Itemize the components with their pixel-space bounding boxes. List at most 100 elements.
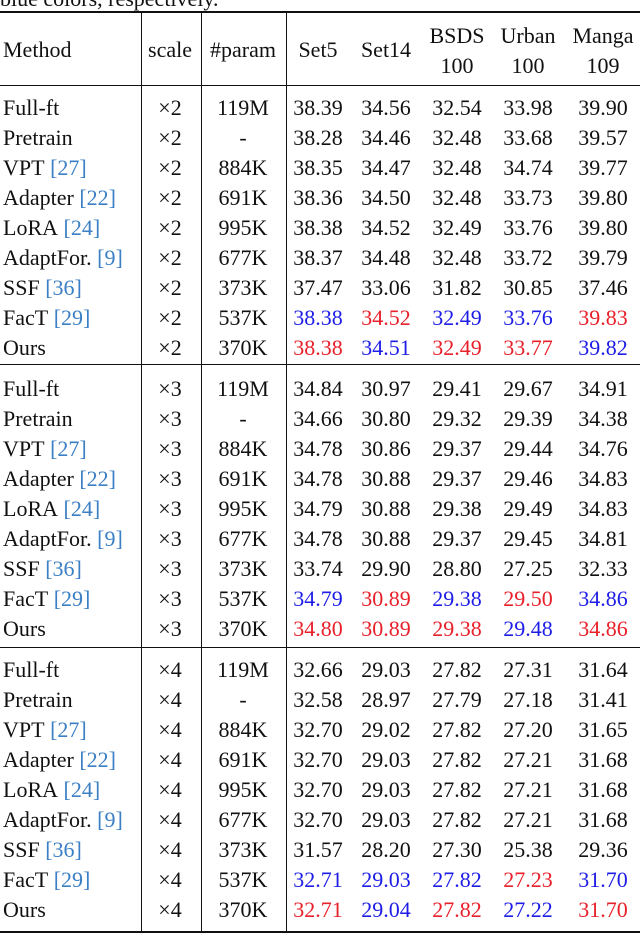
param-cell: 119M — [217, 95, 269, 120]
column-divider — [141, 13, 142, 931]
value-cell: 29.32 — [432, 406, 482, 431]
value-cell: 30.88 — [361, 466, 411, 491]
value-cell: 32.49 — [432, 305, 482, 330]
citation: [24] — [63, 777, 101, 802]
value-cell: 33.73 — [503, 185, 553, 210]
value-cell: 32.70 — [293, 807, 343, 832]
method-name: Full-ft — [3, 657, 60, 682]
header-cell: #param — [210, 37, 276, 62]
scale-cell: ×3 — [158, 406, 182, 431]
value-cell: 34.86 — [578, 586, 628, 611]
value-cell: 39.82 — [578, 335, 628, 360]
value-cell: 34.83 — [578, 496, 628, 521]
value-cell: 29.41 — [432, 376, 482, 401]
value-cell: 39.90 — [578, 95, 628, 120]
param-cell: 373K — [218, 556, 268, 581]
method-name: LoRA — [3, 215, 58, 240]
param-cell: 537K — [218, 867, 268, 892]
value-cell: 32.48 — [432, 125, 482, 150]
value-cell: 39.83 — [578, 305, 628, 330]
value-cell: 34.51 — [361, 335, 411, 360]
param-cell: - — [239, 125, 247, 150]
value-cell: 25.38 — [503, 837, 553, 862]
value-cell: 30.85 — [503, 275, 553, 300]
value-cell: 31.68 — [578, 747, 628, 772]
scale-cell: ×4 — [158, 807, 182, 832]
value-cell: 27.21 — [503, 777, 553, 802]
value-cell: 27.82 — [432, 657, 482, 682]
group-rule — [0, 364, 640, 365]
citation: [29] — [53, 867, 91, 892]
value-cell: 29.39 — [503, 406, 553, 431]
header-cell: Method — [3, 37, 72, 62]
value-cell: 34.81 — [578, 526, 628, 551]
method-name: VPT — [3, 155, 45, 180]
method-cell: Ours — [3, 617, 46, 641]
value-cell: 32.66 — [293, 657, 343, 682]
scale-cell: ×2 — [158, 335, 182, 360]
citation: [22] — [79, 747, 117, 772]
method-name: AdaptFor. — [3, 245, 92, 270]
value-cell: 33.06 — [361, 275, 411, 300]
param-cell: 677K — [218, 807, 268, 832]
value-cell: 32.70 — [293, 747, 343, 772]
method-cell: FacT [29] — [3, 306, 90, 330]
value-cell: 38.28 — [293, 125, 343, 150]
method-cell: VPT [27] — [3, 437, 87, 461]
param-cell: 884K — [218, 155, 268, 180]
value-cell: 34.56 — [361, 95, 411, 120]
param-cell: 995K — [218, 496, 268, 521]
bottom-rule — [0, 931, 640, 933]
method-name: Ours — [3, 897, 46, 922]
value-cell: 34.80 — [293, 616, 343, 641]
header-cell: Set14 — [360, 37, 412, 62]
value-cell: 38.37 — [293, 245, 343, 270]
value-cell: 32.54 — [432, 95, 482, 120]
scale-cell: ×4 — [158, 777, 182, 802]
value-cell: 28.80 — [432, 556, 482, 581]
value-cell: 28.97 — [361, 687, 411, 712]
citation: [27] — [50, 717, 87, 742]
method-cell: Pretrain — [3, 688, 73, 712]
value-cell: 31.68 — [578, 807, 628, 832]
scale-cell: ×2 — [158, 185, 182, 210]
value-cell: 30.89 — [361, 586, 411, 611]
value-cell: 31.57 — [293, 837, 343, 862]
method-cell: Full-ft — [3, 377, 59, 401]
citation: [24] — [63, 496, 101, 521]
value-cell: 32.33 — [578, 556, 628, 581]
method-cell: Ours — [3, 898, 46, 922]
method-name: FacT — [3, 305, 49, 330]
value-cell: 27.30 — [432, 837, 482, 862]
value-cell: 28.20 — [361, 837, 411, 862]
value-cell: 27.82 — [432, 867, 482, 892]
value-cell: 27.82 — [432, 747, 482, 772]
value-cell: 39.79 — [578, 245, 628, 270]
citation: [29] — [53, 586, 91, 611]
value-cell: 31.41 — [578, 687, 628, 712]
scale-cell: ×3 — [158, 376, 182, 401]
value-cell: 30.80 — [361, 406, 411, 431]
value-cell: 32.48 — [432, 155, 482, 180]
value-cell: 32.49 — [432, 335, 482, 360]
value-cell: 30.86 — [361, 436, 411, 461]
method-name: Full-ft — [3, 95, 60, 120]
value-cell: 29.67 — [503, 376, 553, 401]
value-cell: 33.76 — [503, 215, 553, 240]
param-cell: 691K — [218, 466, 268, 491]
value-cell: 32.49 — [432, 215, 482, 240]
param-cell: 370K — [218, 335, 268, 360]
value-cell: 27.18 — [503, 687, 553, 712]
value-cell: 27.23 — [503, 867, 553, 892]
value-cell: 29.38 — [432, 496, 482, 521]
value-cell: 31.70 — [578, 897, 628, 922]
method-name: Adapter — [3, 747, 74, 772]
value-cell: 39.80 — [578, 185, 628, 210]
value-cell: 27.82 — [432, 777, 482, 802]
value-cell: 31.82 — [432, 275, 482, 300]
value-cell: 29.49 — [503, 496, 553, 521]
value-cell: 33.68 — [503, 125, 553, 150]
method-cell: Adapter [22] — [3, 467, 116, 491]
header-cell: 100 — [440, 53, 474, 78]
method-cell: Full-ft — [3, 658, 59, 682]
